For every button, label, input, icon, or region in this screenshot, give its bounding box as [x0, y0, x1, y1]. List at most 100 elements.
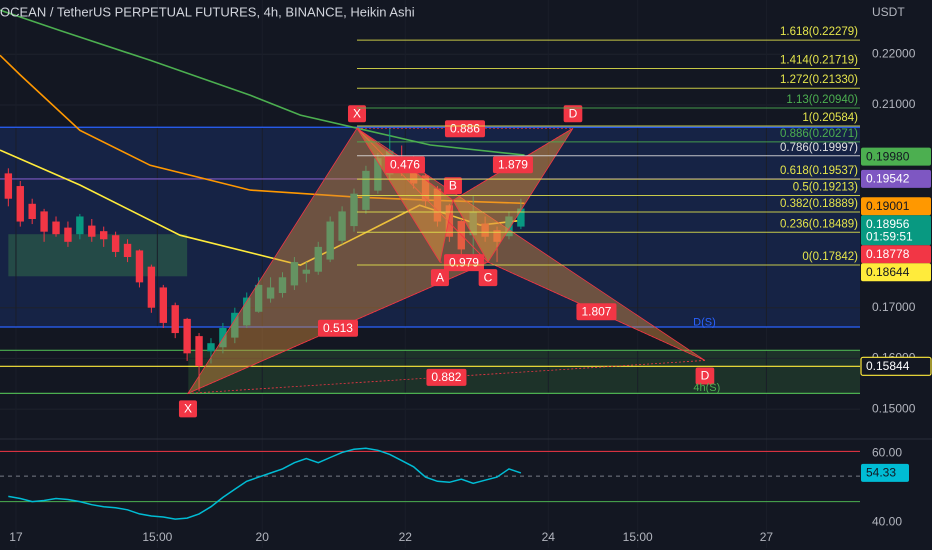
rsi-tick-label: 60.00 — [872, 446, 902, 460]
fib-level-label: 1.272(0.21330) — [780, 74, 858, 86]
candle-body — [195, 336, 203, 367]
rsi-value-box — [861, 463, 909, 482]
x-tick-label: 17 — [9, 530, 23, 544]
zone — [8, 234, 188, 277]
pattern-ratio-box — [492, 156, 533, 174]
candle-body — [302, 269, 311, 274]
pattern-point-label: X — [353, 106, 361, 120]
pattern-point-label-group: C — [478, 269, 498, 287]
pattern-ratio-box — [576, 303, 617, 321]
x-tick-label: 15:00 — [142, 530, 172, 544]
price-pane — [0, 9, 861, 410]
x-tick-label: 22 — [399, 530, 413, 544]
fib-level-label: 0.618(0.19537) — [780, 165, 858, 177]
candle-body — [171, 305, 179, 334]
candle-body — [362, 170, 370, 210]
annotation: 4h(S) — [693, 382, 720, 394]
pattern-point-label-group: D — [695, 367, 715, 385]
price-label-box — [861, 197, 931, 216]
fib-level-label: 0.786(0.19997) — [780, 142, 858, 154]
pattern-ratio: 1.807 — [581, 304, 611, 318]
overlay: 0.220000.210000.170000.160000.150001715:… — [0, 26, 932, 544]
candle-body — [183, 318, 191, 354]
price-label: 0.19001 — [866, 199, 910, 213]
pattern-ratio: 1.879 — [498, 157, 528, 171]
candle-body — [100, 231, 108, 240]
pattern-point-label-group: X — [347, 105, 367, 123]
candle-body — [52, 221, 60, 235]
annotation: D(S) — [693, 316, 716, 328]
y-tick-label: 0.21000 — [872, 97, 916, 111]
pattern-ratio: 0.513 — [323, 321, 353, 335]
price-label-box — [861, 215, 931, 246]
candle-body — [207, 343, 215, 352]
pattern-ratio: 0.886 — [450, 121, 480, 135]
candle-body — [219, 327, 227, 348]
pattern-ratio-group: 0.476 — [384, 156, 425, 174]
x-tick-label: 27 — [760, 530, 774, 544]
price-label: 0.15844 — [866, 359, 910, 373]
pattern-ratio-group: 0.886 — [444, 120, 485, 138]
candle-body — [445, 205, 454, 237]
candle-body — [338, 211, 346, 241]
pattern-point-label-group: B — [443, 177, 462, 195]
candle-body — [88, 225, 96, 237]
pattern-point-label-box — [347, 105, 367, 123]
candle-body — [16, 186, 24, 222]
price-label-box — [861, 245, 931, 264]
pattern-ratio-box — [384, 156, 425, 174]
rsi-value-label: 54.33 — [866, 466, 896, 480]
y-tick-label: 0.17000 — [872, 300, 916, 314]
price-label: 0.19980 — [866, 149, 910, 163]
pattern-point-label-box — [178, 400, 197, 418]
pattern-ratio-box — [444, 120, 485, 138]
pattern-point-label-box — [478, 269, 498, 287]
candle-body — [159, 287, 167, 323]
price-label-box — [860, 356, 932, 376]
pattern-ratio-group: 0.513 — [317, 319, 358, 337]
price-label: 0.18778 — [866, 247, 910, 261]
pattern-point-label-box — [443, 177, 462, 195]
candle-body — [254, 284, 263, 312]
x-tick-label: 15:00 — [623, 530, 653, 544]
candle-body — [266, 287, 275, 299]
candle-body — [111, 235, 120, 252]
candle-body — [64, 227, 72, 242]
pattern-point-label-group: D — [563, 105, 583, 123]
pattern-ratio: 0.979 — [449, 255, 479, 269]
candle-body — [278, 277, 287, 294]
price-label: 0.19542 — [866, 172, 910, 186]
pattern-point-label-box — [695, 367, 715, 385]
candle-body — [40, 211, 48, 232]
fib-level-label: 0.236(0.18489) — [780, 218, 858, 230]
fib-level-label: 1(0.20584) — [802, 112, 858, 124]
pattern-ratio: 0.476 — [390, 157, 420, 171]
pattern-point-label: B — [449, 178, 457, 192]
candle-body — [517, 208, 525, 227]
pattern-ratio-group: 1.879 — [492, 156, 533, 174]
price-label: 0.18956 — [866, 217, 910, 231]
candle-body — [123, 243, 132, 258]
y-tick-label: 0.15000 — [872, 401, 916, 415]
pattern-ratio-box — [443, 254, 484, 272]
fib-level-label: 1.13(0.20940) — [786, 94, 858, 106]
pattern-ratio-box — [317, 319, 358, 337]
fib-level-label: 0.5(0.19213) — [793, 182, 858, 194]
fib-level-label: 1.618(0.22279) — [780, 26, 858, 38]
pattern-point-label: D — [701, 369, 710, 383]
pattern-point-label: C — [484, 270, 493, 284]
candle-body — [28, 203, 36, 219]
y-tick-label: 0.22000 — [872, 46, 916, 60]
candle-body — [135, 250, 144, 283]
pattern-ratio-group: 0.979 — [443, 254, 484, 272]
pattern-ratio-box — [426, 368, 467, 386]
fib-level-label: 1.414(0.21719) — [780, 55, 858, 67]
candle-body — [243, 297, 251, 326]
pattern-point-label-box — [563, 105, 583, 123]
candle-body — [314, 246, 322, 272]
price-label-box — [861, 147, 931, 166]
rsi-tick-label: 40.00 — [872, 514, 902, 528]
countdown: 01:59:51 — [866, 229, 913, 243]
